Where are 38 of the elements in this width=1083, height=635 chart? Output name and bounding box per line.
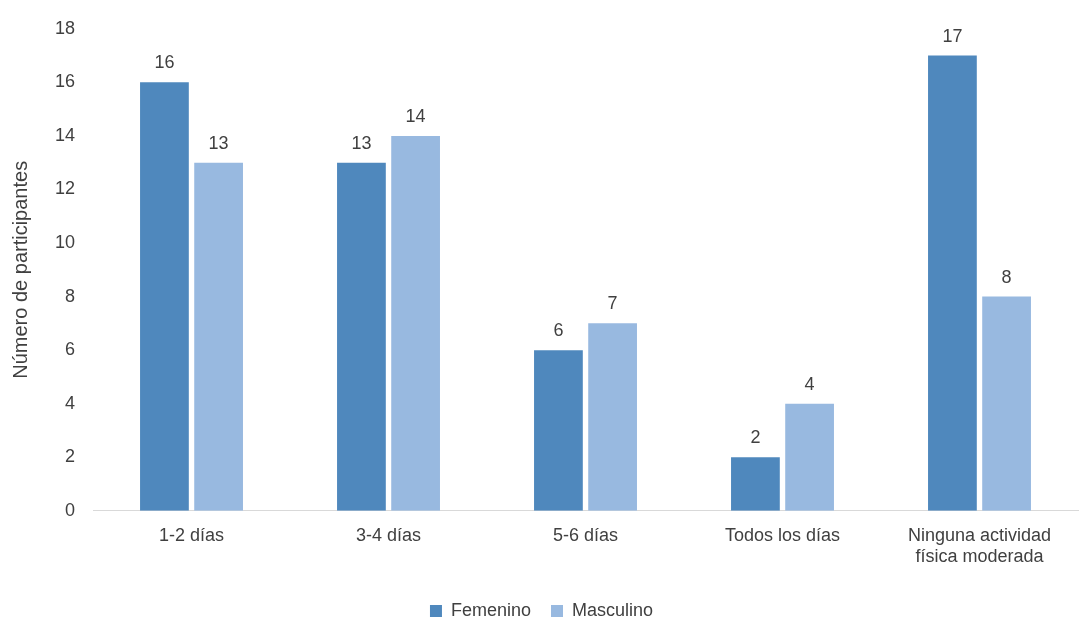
bar xyxy=(785,403,834,511)
bar xyxy=(534,350,583,511)
data-label: 8 xyxy=(1001,266,1012,287)
bar xyxy=(140,82,189,511)
bar xyxy=(982,296,1031,511)
bar xyxy=(391,135,440,511)
bar xyxy=(928,55,977,511)
data-label: 17 xyxy=(942,25,963,46)
y-tick-label: 12 xyxy=(54,178,76,199)
x-tick-label: Todos los días xyxy=(724,524,841,545)
legend-label: Masculino xyxy=(572,599,654,620)
bar xyxy=(194,162,243,511)
y-tick-label: 0 xyxy=(65,499,76,520)
y-tick-label: 14 xyxy=(54,124,76,145)
x-tick-label: Ninguna actividad física moderada xyxy=(907,524,1052,567)
x-tick-label: 5-6 días xyxy=(552,524,619,545)
data-label: 2 xyxy=(750,427,761,448)
data-label: 13 xyxy=(208,132,229,153)
data-label: 6 xyxy=(553,320,564,341)
y-tick-label: 4 xyxy=(65,392,76,413)
y-tick-label: 6 xyxy=(65,339,76,360)
bar xyxy=(337,162,386,511)
data-label: 16 xyxy=(154,52,175,73)
x-tick-label: 3-4 días xyxy=(355,524,422,545)
data-label: 14 xyxy=(405,105,426,126)
data-label: 13 xyxy=(351,132,372,153)
y-tick-label: 2 xyxy=(65,446,76,467)
bar xyxy=(731,457,780,511)
y-tick-label: 10 xyxy=(54,231,76,252)
bar xyxy=(588,323,637,511)
data-label: 4 xyxy=(804,373,815,394)
data-label: 7 xyxy=(607,293,618,314)
legend-label: Femenino xyxy=(450,599,532,620)
x-tick-label: 1-2 días xyxy=(159,524,225,545)
y-tick-label: 16 xyxy=(54,71,76,92)
y-tick-label: 8 xyxy=(65,285,76,306)
y-axis-title: Número de participantes xyxy=(8,160,31,379)
y-tick-label: 18 xyxy=(54,17,76,38)
